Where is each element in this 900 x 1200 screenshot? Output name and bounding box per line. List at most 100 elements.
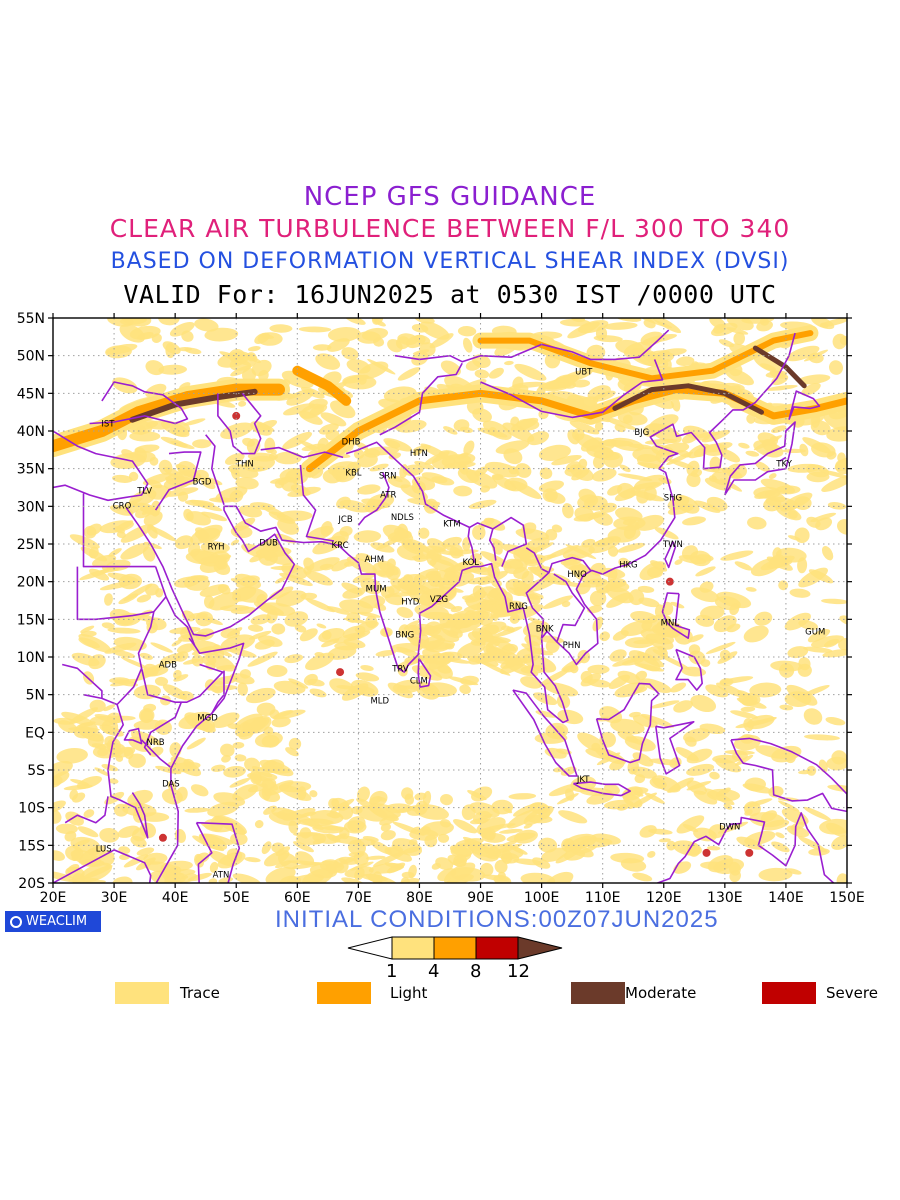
trace-patch (143, 852, 168, 865)
trace-patch (343, 561, 355, 567)
trace-patch (300, 811, 317, 817)
trace-patch (361, 327, 389, 341)
trace-patch (778, 800, 800, 812)
trace-patch (227, 723, 242, 730)
trace-patch (53, 800, 66, 814)
trace-patch (248, 630, 272, 640)
coastline-segment (357, 472, 390, 526)
trace-patch (247, 346, 261, 352)
legend-moderate-label: Moderate (625, 984, 697, 1002)
lat-label: 5S (27, 763, 45, 779)
trace-patch (723, 803, 733, 810)
trace-patch (603, 451, 624, 468)
trace-patch (839, 615, 847, 625)
trace-patch (138, 708, 155, 723)
station-lus: LUS (96, 844, 112, 854)
station-kol: KOL (462, 558, 479, 568)
trace-patch (147, 479, 162, 489)
trace-patch (230, 832, 248, 846)
trace-patch (823, 412, 847, 433)
trace-patch (615, 339, 644, 355)
trace-patch (465, 597, 497, 613)
trace-patch (200, 511, 228, 522)
trace-patch (808, 352, 824, 364)
weaclim-logo: WEACLIM (5, 911, 101, 932)
trace-patch (804, 734, 840, 741)
trace-patch (309, 790, 318, 798)
trace-patch (801, 382, 821, 396)
trace-patch (599, 631, 610, 642)
trace-patch (515, 463, 532, 478)
coastline-segment (82, 493, 156, 568)
trace-patch (728, 861, 741, 876)
coastline-segment (154, 451, 202, 511)
trace-patch (112, 377, 138, 394)
lat-label: 45N (17, 386, 45, 402)
trace-patch (171, 639, 183, 647)
coastline-segment (154, 566, 196, 646)
trace-patch (83, 809, 95, 818)
trace-patch (565, 544, 597, 560)
trace-patch (101, 566, 110, 572)
trace-patch (338, 853, 365, 866)
trace-patch (278, 476, 291, 486)
trace-patch (620, 858, 647, 872)
trace-patch (797, 374, 831, 385)
trace-patch (687, 634, 704, 643)
trace-patch (500, 657, 528, 675)
trace-patch (341, 347, 359, 360)
trace-patch (775, 832, 785, 839)
trace-patch (704, 477, 732, 491)
turbulence-map: 55N 50N 45N 40N 35N 30N 25N 20N 15N 10N 5N EQ 5S 10S 1… (17, 311, 865, 906)
legend-trace-label: Trace (180, 984, 220, 1002)
coastline-segment (724, 421, 796, 496)
lon-label: 100E (524, 890, 560, 906)
trace-patch (407, 498, 435, 506)
trace-patch (592, 616, 604, 632)
trace-patch (782, 448, 807, 453)
trace-patch (254, 820, 264, 829)
trace-patch (650, 560, 668, 572)
trace-patch (649, 758, 682, 766)
trace-patch (326, 812, 340, 818)
severe-patch (745, 848, 754, 857)
trace-patch (377, 560, 399, 576)
trace-patch (486, 854, 499, 859)
station-srn: SRN (379, 471, 397, 481)
severe-patch (232, 411, 241, 420)
trace-patch (593, 335, 623, 343)
legend-light-swatch (317, 982, 371, 1004)
trace-patch (300, 592, 318, 600)
trace-patch (344, 318, 366, 325)
trace-patch (198, 833, 234, 845)
colorbar-light (433, 936, 477, 960)
trace-patch (610, 718, 645, 735)
trace-patch (250, 614, 272, 625)
trace-patch (291, 862, 323, 870)
trace-patch (56, 747, 88, 764)
trace-patch (772, 547, 782, 560)
lat-label: EQ (25, 725, 45, 741)
trace-patch (212, 712, 240, 728)
trace-patch (803, 708, 823, 725)
coastline-segment (260, 446, 344, 459)
trace-patch (769, 436, 779, 442)
trace-patch (780, 492, 813, 512)
jet-light-band (306, 386, 847, 473)
trace-patch (189, 499, 223, 512)
trace-patch (399, 582, 431, 594)
legend-severe-label: Severe (826, 984, 878, 1002)
trace-patch (367, 493, 395, 510)
lat-label: 15N (17, 612, 45, 628)
trace-patch (609, 649, 627, 662)
trace-patch (303, 673, 318, 686)
trace-patch (690, 694, 717, 713)
trace-patch (700, 659, 711, 668)
trace-patch (709, 771, 720, 780)
trace-patch (771, 425, 787, 433)
trace-patch (807, 628, 831, 643)
trace-patch (203, 818, 235, 833)
trace-patch (397, 685, 407, 691)
trace-patch (462, 337, 473, 353)
trace-patch (806, 516, 821, 528)
